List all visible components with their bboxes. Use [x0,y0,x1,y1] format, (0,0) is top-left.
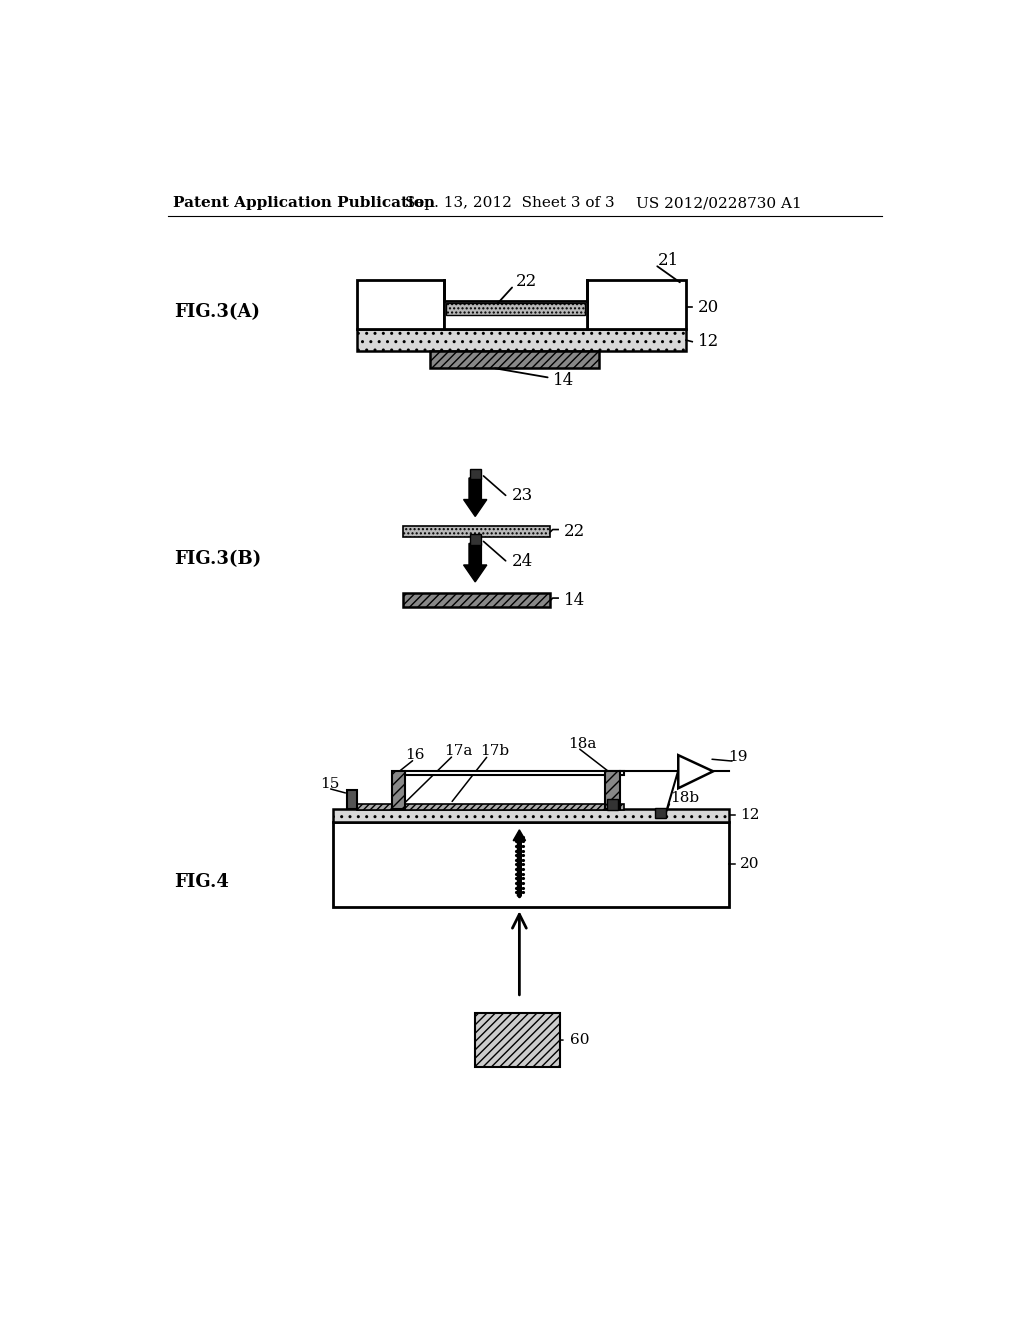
Text: 14: 14 [563,591,585,609]
Bar [406,771,624,775]
Bar [403,527,550,537]
Text: Patent Application Publication: Patent Application Publication [173,197,435,210]
Text: 18a: 18a [568,737,597,751]
Text: 17a: 17a [444,744,472,758]
Bar [346,789,357,809]
Bar [403,594,550,607]
Text: 15: 15 [321,777,340,792]
Text: 14: 14 [553,372,573,388]
Bar [607,799,617,810]
FancyArrow shape [513,830,525,896]
Text: Sep. 13, 2012  Sheet 3 of 3: Sep. 13, 2012 Sheet 3 of 3 [406,197,615,210]
Text: 12: 12 [740,808,760,822]
Polygon shape [678,755,713,788]
Bar [587,280,686,330]
Text: FIG.3(B): FIG.3(B) [174,550,262,568]
Bar [470,535,480,545]
Text: US 2012/0228730 A1: US 2012/0228730 A1 [636,197,802,210]
Bar [445,304,586,315]
Bar [470,469,480,479]
Text: 22: 22 [515,273,537,290]
Bar [430,351,599,368]
Bar [604,771,621,809]
Text: 19: 19 [729,751,749,764]
Text: FIG.4: FIG.4 [174,874,229,891]
Text: 24: 24 [512,553,532,570]
Bar [334,822,729,907]
Bar [655,808,666,818]
Bar [356,330,686,351]
Text: 21: 21 [657,252,679,268]
Text: 17b: 17b [480,744,510,758]
Text: 22: 22 [563,523,585,540]
Bar [357,804,624,810]
Bar [475,1014,560,1067]
FancyArrow shape [464,544,486,582]
Bar [356,280,444,330]
Bar [334,809,729,822]
Text: 20: 20 [697,298,719,315]
FancyArrow shape [464,478,486,516]
Text: 12: 12 [697,333,719,350]
Text: 60: 60 [569,1034,589,1047]
Text: 16: 16 [406,748,425,762]
Bar [391,771,406,809]
Text: 23: 23 [512,487,532,504]
Text: FIG.3(A): FIG.3(A) [174,304,260,321]
Bar [444,301,587,330]
Text: 20: 20 [740,858,760,871]
Text: 18b: 18b [671,791,699,804]
